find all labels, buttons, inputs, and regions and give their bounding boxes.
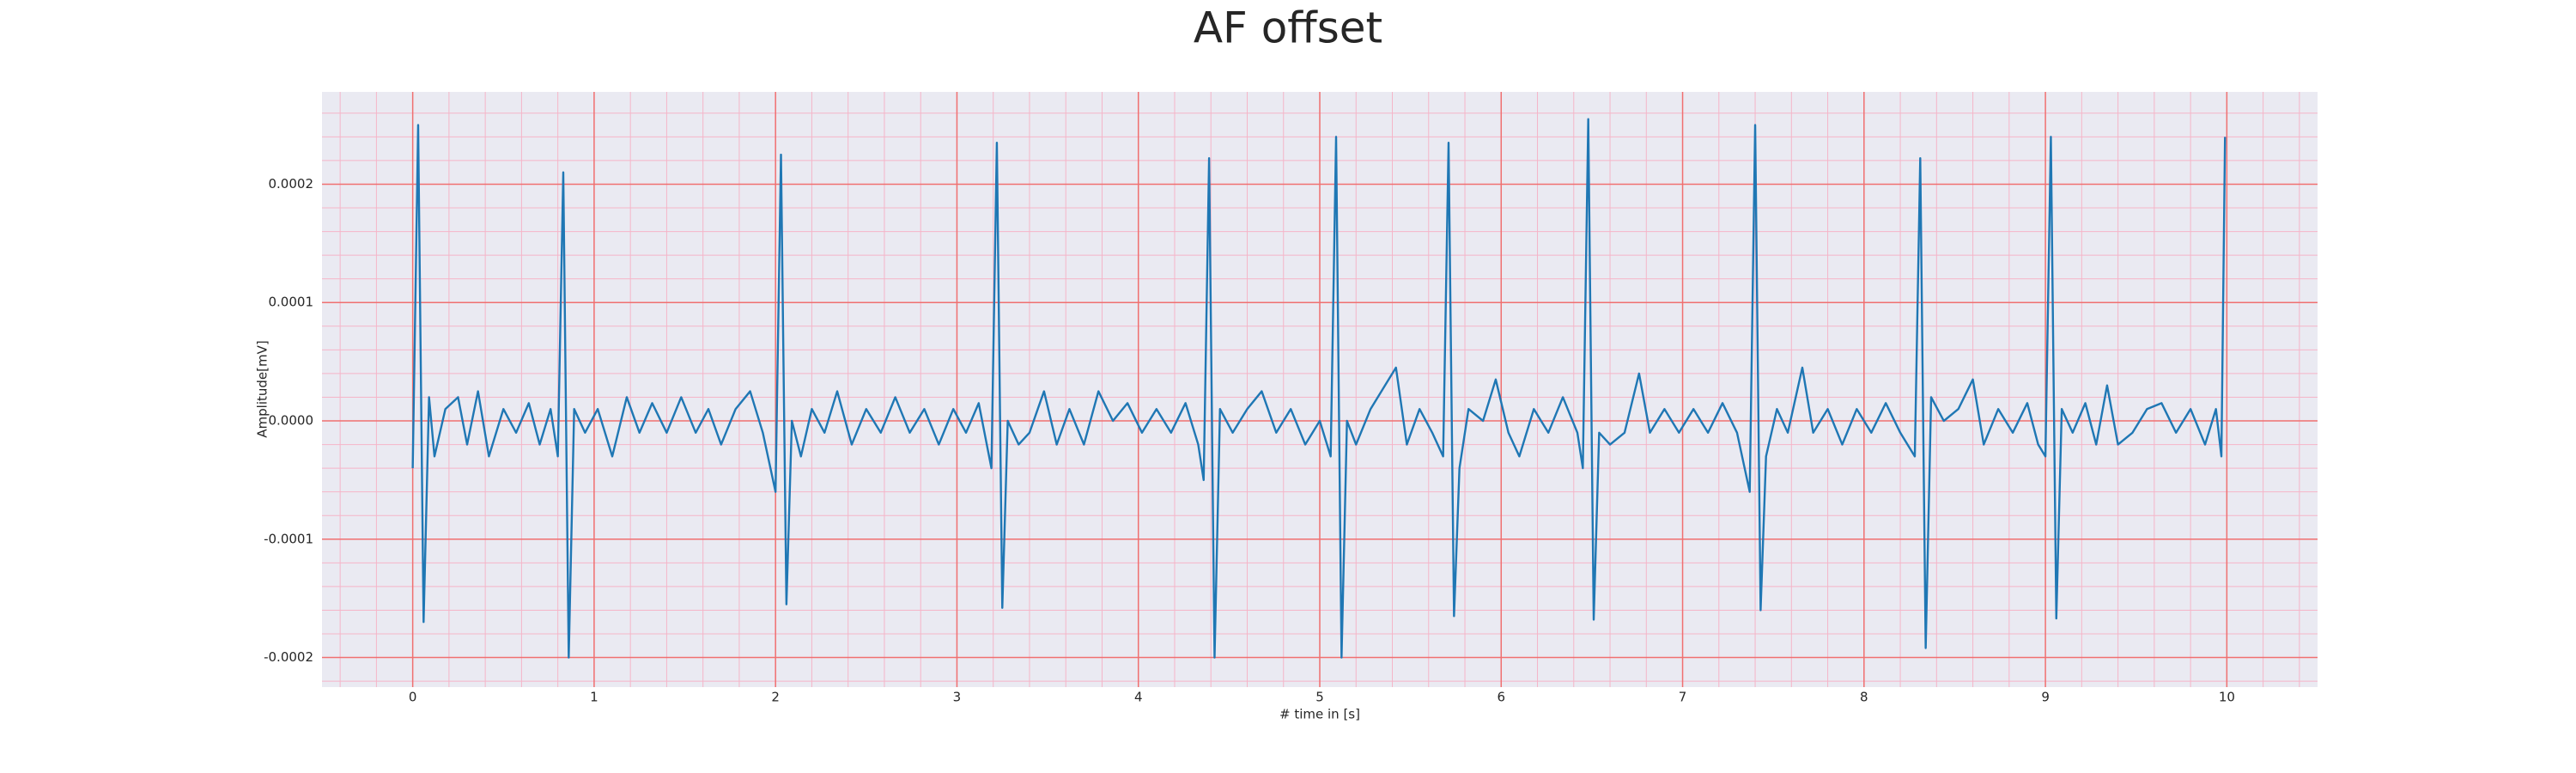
y-tick-label: 0.0001 (269, 295, 314, 310)
y-tick-label: 0.0000 (269, 413, 314, 429)
x-tick-label: 9 (2041, 690, 2050, 705)
y-tick-label: -0.0001 (264, 531, 313, 546)
y-axis-label: Amplitude[mV] (255, 340, 270, 437)
y-tick-label: -0.0002 (264, 649, 313, 665)
x-axis-label: # time in [s] (1279, 707, 1360, 722)
x-tick-label: 3 (953, 690, 962, 705)
grid (322, 92, 2318, 687)
x-tick-label: 4 (1134, 690, 1143, 705)
x-tick-label: 7 (1679, 690, 1687, 705)
marks (411, 118, 2227, 659)
x-tick-label: 8 (1860, 690, 1868, 705)
y-tick-label: 0.0002 (269, 176, 314, 192)
x-tick-label: 6 (1497, 690, 1505, 705)
x-tick-label: 5 (1315, 690, 1324, 705)
x-tick-label: 0 (409, 690, 417, 705)
x-tick-label: 1 (590, 690, 598, 705)
x-tick-label: 2 (771, 690, 780, 705)
chart-title: AF offset (1194, 3, 1382, 53)
signal-line (411, 118, 2227, 659)
x-tick-label: 10 (2219, 690, 2235, 705)
